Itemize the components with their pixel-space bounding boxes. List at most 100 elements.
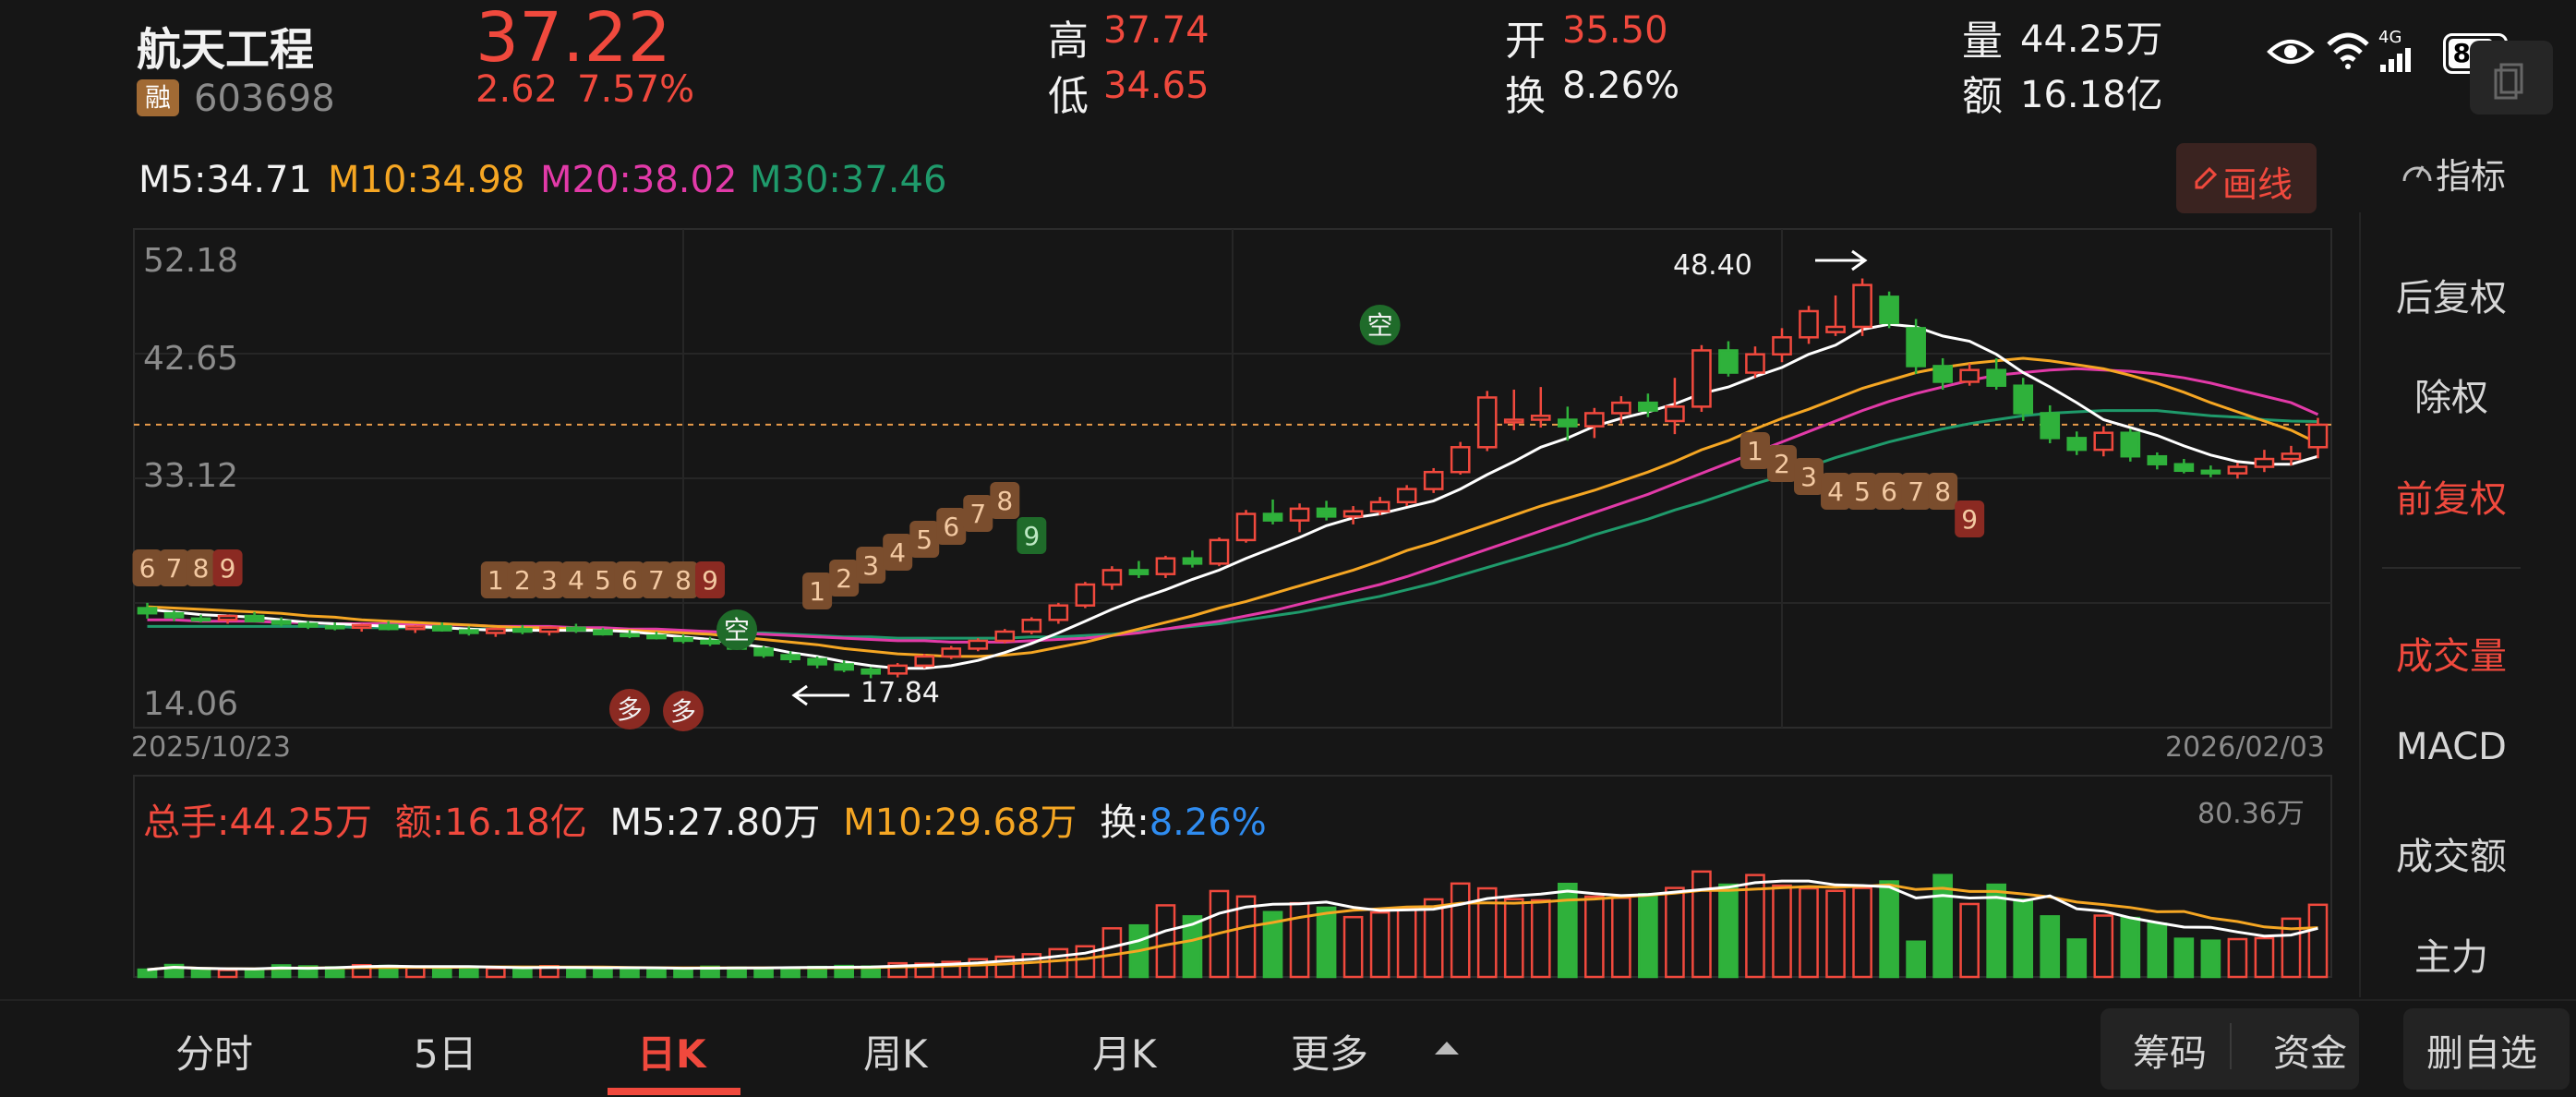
candle <box>1155 555 1176 578</box>
candle-body <box>1932 365 1953 383</box>
count-marker: 3 <box>534 561 564 598</box>
candle <box>1584 407 1605 439</box>
tab-intraday[interactable]: 分时 <box>175 1031 254 1077</box>
count-marker-label: 3 <box>541 565 558 596</box>
candle-body <box>2120 431 2141 458</box>
candle-body <box>1155 557 1176 575</box>
count-marker-box <box>909 521 940 558</box>
count-marker: 1 <box>480 561 511 598</box>
candle-body <box>1611 401 1631 415</box>
tab-daily-k[interactable]: 日K <box>637 1031 706 1077</box>
volume-bar <box>2254 936 2275 979</box>
candle <box>673 633 693 644</box>
candle-body <box>1369 500 1390 512</box>
triangle-up-icon[interactable] <box>1433 1040 1461 1056</box>
count-marker-label: 4 <box>568 565 584 596</box>
sidebar-item-post-adjust[interactable]: 后复权 <box>2396 277 2507 319</box>
count-marker-box <box>883 534 913 571</box>
candle <box>2173 459 2195 474</box>
candle <box>2147 452 2168 470</box>
count-marker: 6 <box>1874 473 1905 510</box>
count-marker-box <box>1955 500 1985 537</box>
count-marker-box <box>1767 445 1797 482</box>
candle-body <box>1262 512 1283 522</box>
sidebar-item-main-force[interactable]: 主力 <box>2414 936 2488 979</box>
count-marker-box <box>186 549 216 586</box>
count-marker: 8 <box>186 549 216 586</box>
candle <box>1476 391 1498 452</box>
candle <box>1396 485 1417 507</box>
candle-body <box>378 623 399 631</box>
draw-line-button[interactable]: 画线 <box>2176 143 2317 213</box>
sidebar-item-turnover-amount[interactable]: 成交额 <box>2396 836 2507 878</box>
tab-monthly-k[interactable]: 月K <box>1092 1031 1157 1077</box>
volume-axis-max: 80.36万 <box>2197 798 2305 830</box>
count-marker-box <box>587 561 618 598</box>
count-marker: 5 <box>909 521 940 558</box>
candle-body <box>1665 405 1685 423</box>
short-signal-marker: 空 <box>716 609 758 650</box>
turnover-label: 换 <box>1505 73 1546 120</box>
remove-watch-box <box>2403 1008 2570 1090</box>
tab-5day[interactable]: 5日 <box>414 1031 477 1077</box>
candle <box>1611 396 1631 424</box>
candle <box>861 667 881 679</box>
count-marker: 2 <box>1767 445 1797 482</box>
candle <box>1369 497 1390 515</box>
count-marker: 3 <box>1794 458 1824 495</box>
sidebar-item-pre-adjust[interactable]: 前复权 <box>2396 478 2507 521</box>
candle <box>1799 306 1819 344</box>
volume-value: 44.25万 <box>2020 18 2163 61</box>
turnover-value: 8.26% <box>1562 65 1680 107</box>
candle-body <box>673 636 693 643</box>
candle-body <box>861 668 881 675</box>
count-marker: 1 <box>1739 432 1770 469</box>
count-marker-label: 1 <box>809 576 825 607</box>
ma20-legend: M20:38.02 <box>540 159 738 201</box>
volume-bar <box>2040 915 2061 979</box>
volume-bar <box>1691 870 1712 979</box>
min-price-marker: 17.84 <box>861 677 940 709</box>
count-marker-box <box>614 561 644 598</box>
sidebar-item-ex-rights[interactable]: 除权 <box>2414 377 2488 419</box>
float-window-button[interactable] <box>2470 41 2553 115</box>
candle-body <box>1128 569 1150 575</box>
volume-ma5-line <box>147 879 2318 971</box>
candle-body <box>1691 349 1712 408</box>
candle <box>404 624 426 633</box>
volume-bar <box>137 968 158 979</box>
count-marker-box <box>1901 473 1932 510</box>
chips-button[interactable]: 筹码 <box>2133 1032 2207 1075</box>
count-marker-box <box>829 560 860 597</box>
remove-watchlist-button[interactable]: 删自选 <box>2426 1032 2537 1075</box>
volume-bar <box>1155 904 1176 979</box>
sidebar-item-macd[interactable]: MACD <box>2396 726 2507 768</box>
high-label: 高 <box>1048 18 1089 65</box>
tab-more[interactable]: 更多 <box>1291 1031 1369 1077</box>
candle <box>244 611 265 623</box>
candle <box>1075 582 1096 609</box>
volume-bar <box>2307 903 2329 979</box>
count-marker: 9 <box>695 561 726 598</box>
tab-weekly-k[interactable]: 周K <box>863 1031 928 1077</box>
indicator-label: 指标 <box>2436 156 2507 197</box>
candle <box>1289 503 1310 533</box>
short-signal-marker: 空 <box>1359 305 1401 345</box>
candle-body <box>1476 396 1498 449</box>
draw-line-label: 画线 <box>2222 164 2293 205</box>
count-marker: 1 <box>802 573 833 609</box>
count-marker-box <box>963 495 993 532</box>
copy-icon <box>2494 63 2523 100</box>
candle-body <box>1048 604 1069 621</box>
volume-bar <box>1611 897 1631 979</box>
sidebar-item-volume[interactable]: 成交量 <box>2396 635 2507 678</box>
funds-button[interactable]: 资金 <box>2273 1032 2347 1075</box>
count-marker-box <box>695 561 726 598</box>
candle <box>646 632 667 640</box>
candle <box>1450 441 1471 476</box>
gauge-icon <box>2402 165 2432 182</box>
volume-bar <box>1235 895 1257 979</box>
candle <box>1101 566 1123 590</box>
